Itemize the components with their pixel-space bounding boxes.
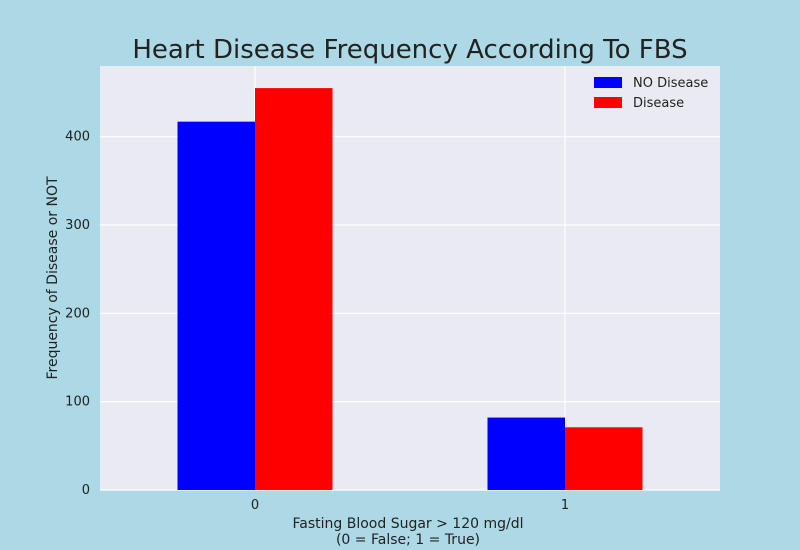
legend-label: NO Disease <box>633 76 708 91</box>
legend-label: Disease <box>633 96 684 111</box>
bar-disease-0 <box>255 88 333 490</box>
y-tick-label: 300 <box>65 218 90 233</box>
x-axis-label-line1: Fasting Blood Sugar > 120 mg/dl <box>293 516 524 532</box>
x-tick-label: 0 <box>251 498 259 513</box>
legend-swatch <box>594 97 622 108</box>
legend-swatch <box>594 77 622 88</box>
y-tick-label: 100 <box>65 395 90 410</box>
legend: NO Disease Disease <box>594 76 708 111</box>
y-tick-label: 200 <box>65 306 90 321</box>
bar-no-disease-1 <box>487 417 565 490</box>
y-axis-label: Frequency of Disease or NOT <box>45 176 61 379</box>
y-tick-label: 0 <box>82 483 90 498</box>
bars <box>177 88 643 491</box>
chart-title: Heart Disease Frequency According To FBS <box>132 35 687 65</box>
bar-disease-1 <box>565 427 643 490</box>
x-axis-label-line2: (0 = False; 1 = True) <box>336 532 480 548</box>
bar-no-disease-0 <box>177 121 255 491</box>
y-tick-label: 400 <box>65 130 90 145</box>
y-axis-ticks: 0 100 200 300 400 <box>65 130 90 498</box>
x-tick-label: 1 <box>561 498 569 513</box>
